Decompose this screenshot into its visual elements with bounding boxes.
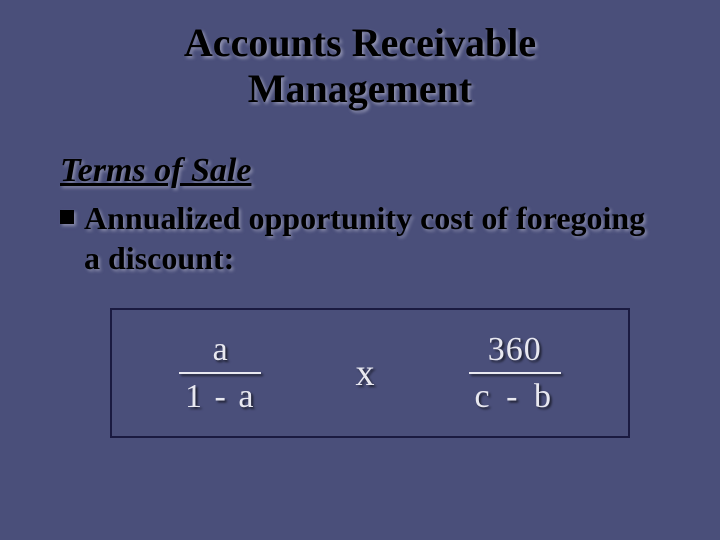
- fraction-bar-icon: [469, 372, 561, 374]
- fraction-2-denominator: c - b: [469, 376, 561, 415]
- fraction-1: a 1 - a: [179, 331, 261, 416]
- title-line-2: Management: [248, 66, 472, 111]
- fraction-2-numerator: 360: [482, 331, 548, 370]
- multiply-operator: x: [355, 351, 374, 395]
- slide: Accounts Receivable Management Terms of …: [0, 0, 720, 540]
- section-subtitle: Terms of Sale: [60, 152, 660, 190]
- bullet-item: Annualized opportunity cost of foregoing…: [60, 198, 660, 278]
- bullet-text: Annualized opportunity cost of foregoing…: [84, 198, 660, 278]
- fraction-bar-icon: [179, 372, 261, 374]
- formula-box: a 1 - a x 360 c - b: [110, 308, 630, 438]
- title-line-1: Accounts Receivable: [184, 20, 536, 65]
- slide-title: Accounts Receivable Management: [60, 20, 660, 112]
- fraction-1-numerator: a: [207, 331, 234, 370]
- square-bullet-icon: [60, 210, 74, 224]
- fraction-2: 360 c - b: [469, 331, 561, 416]
- fraction-1-denominator: 1 - a: [179, 376, 261, 415]
